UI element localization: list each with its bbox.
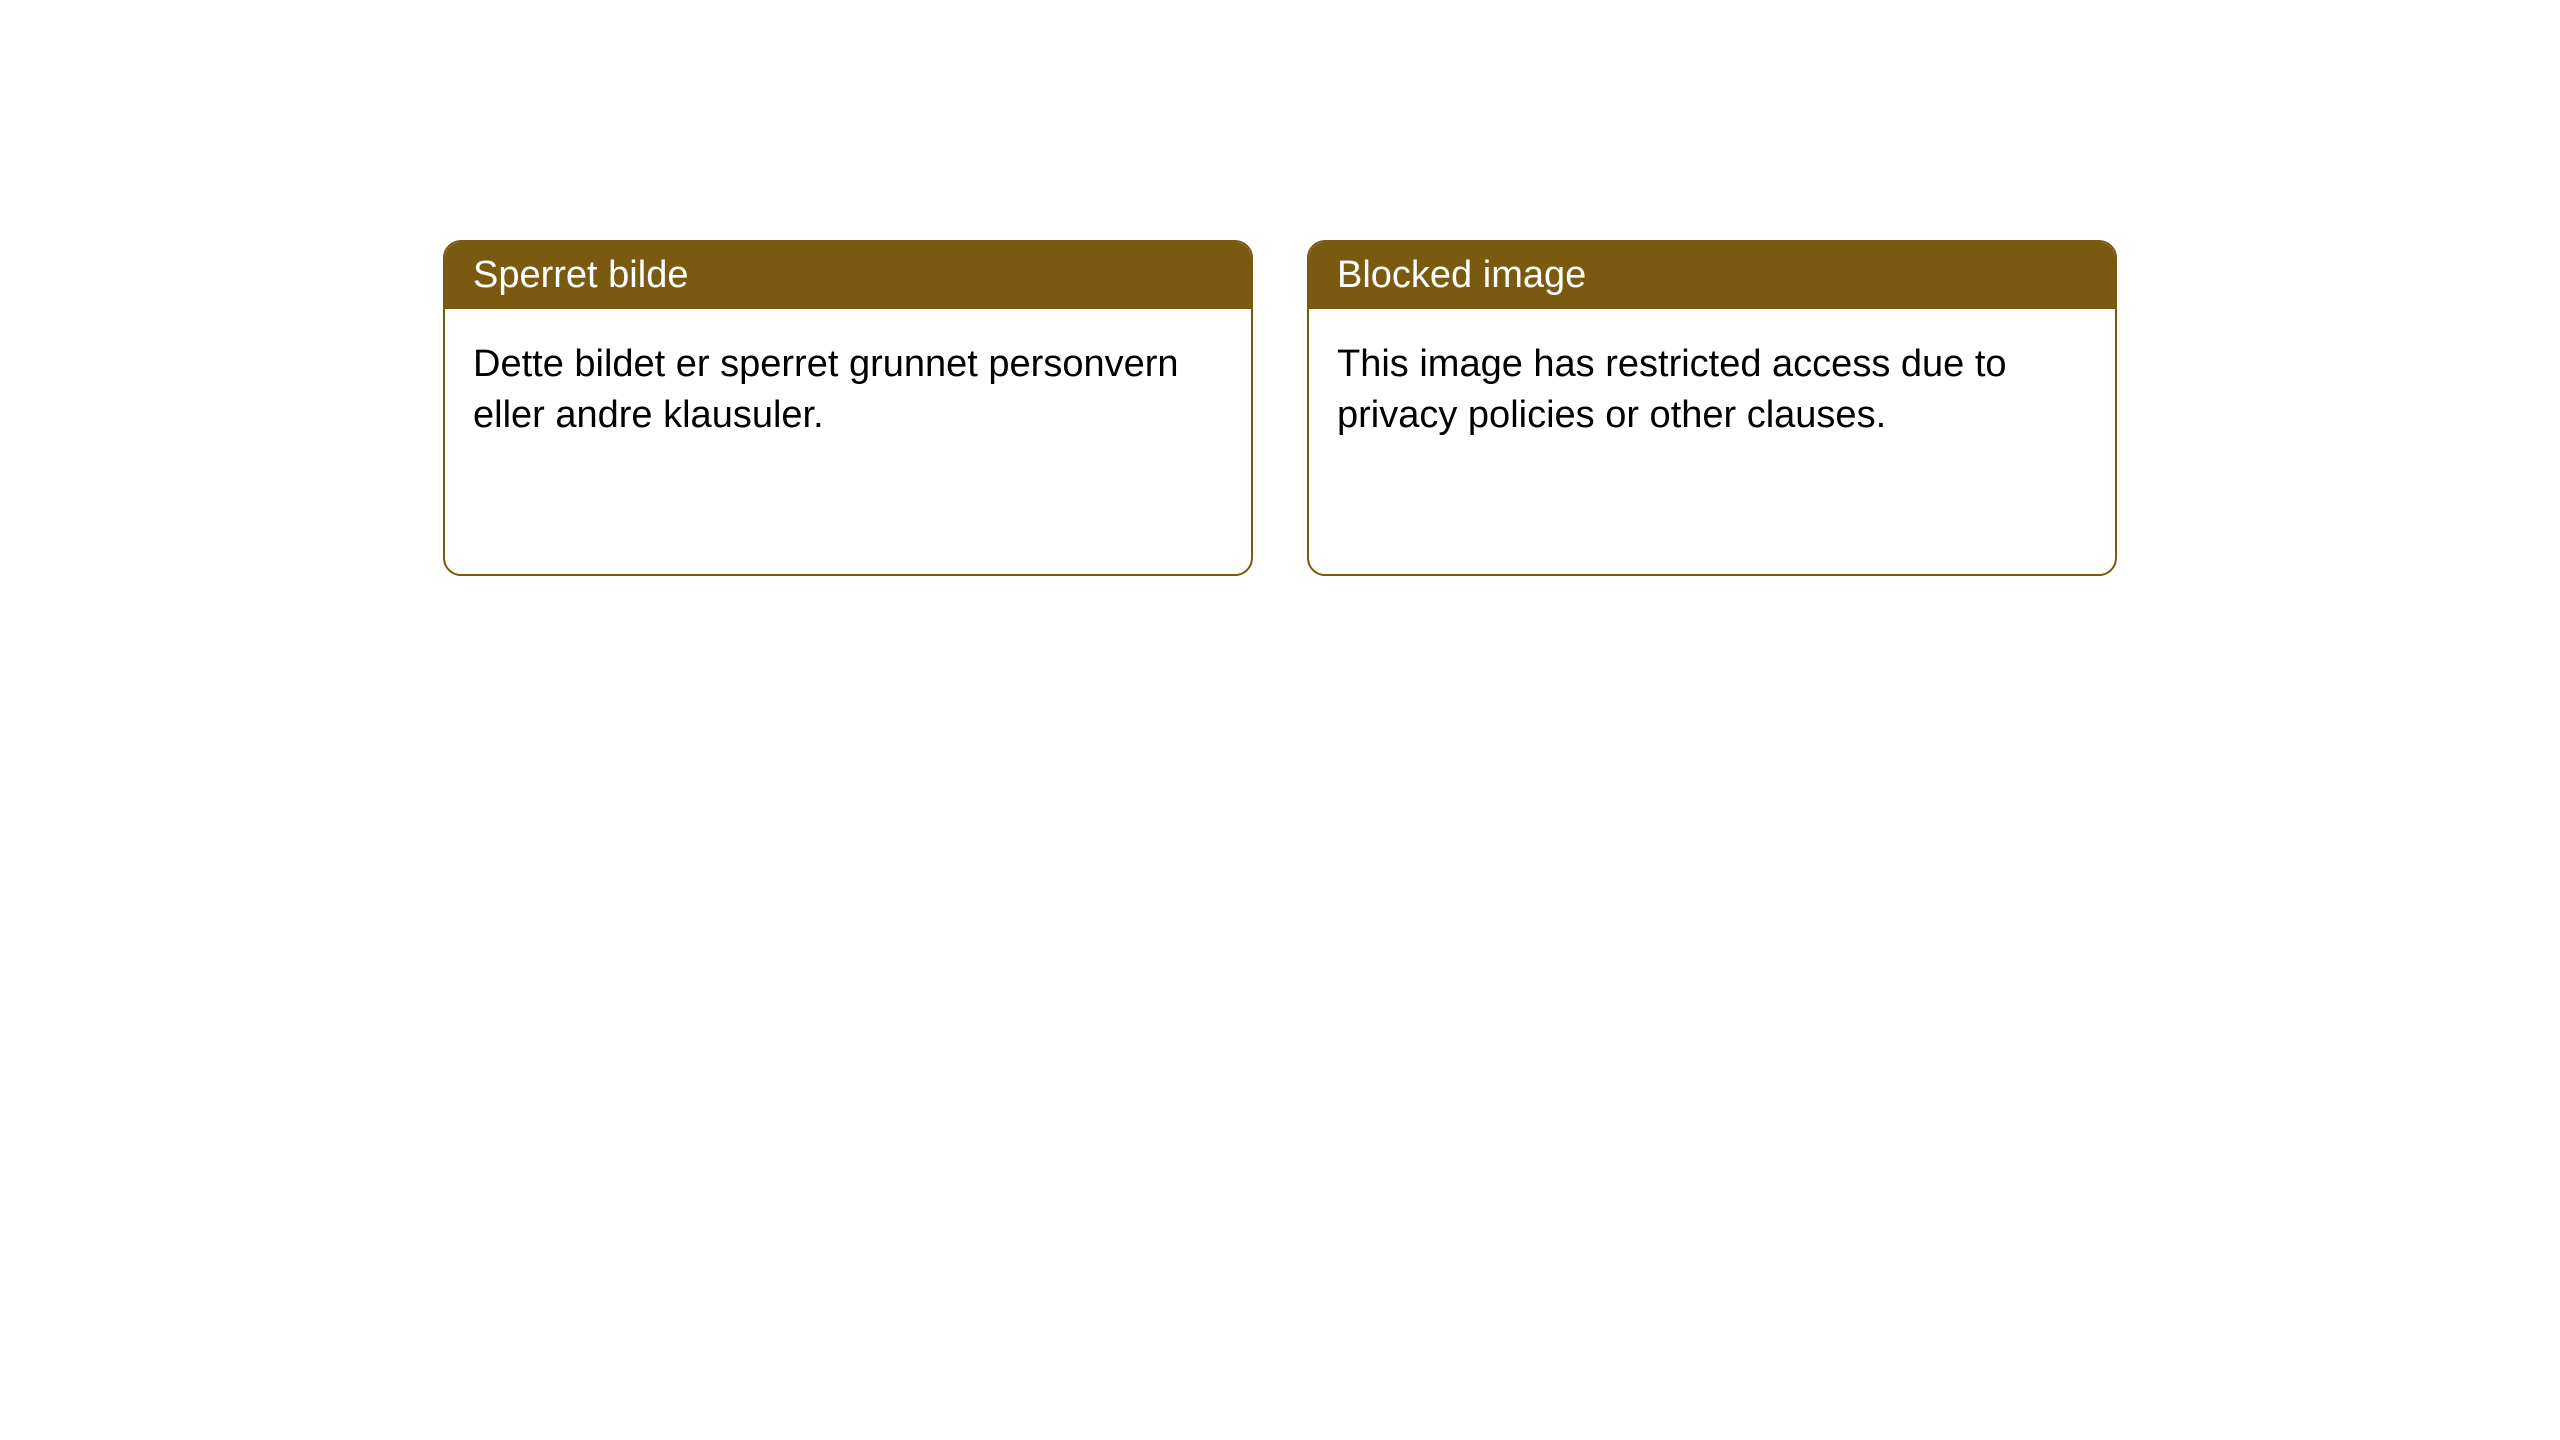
notice-cards-container: Sperret bilde Dette bildet er sperret gr… [443, 240, 2117, 576]
card-norwegian-header: Sperret bilde [445, 242, 1251, 309]
card-english-body: This image has restricted access due to … [1309, 309, 2115, 472]
card-norwegian-body: Dette bildet er sperret grunnet personve… [445, 309, 1251, 472]
card-norwegian: Sperret bilde Dette bildet er sperret gr… [443, 240, 1253, 576]
card-english-header: Blocked image [1309, 242, 2115, 309]
card-english: Blocked image This image has restricted … [1307, 240, 2117, 576]
